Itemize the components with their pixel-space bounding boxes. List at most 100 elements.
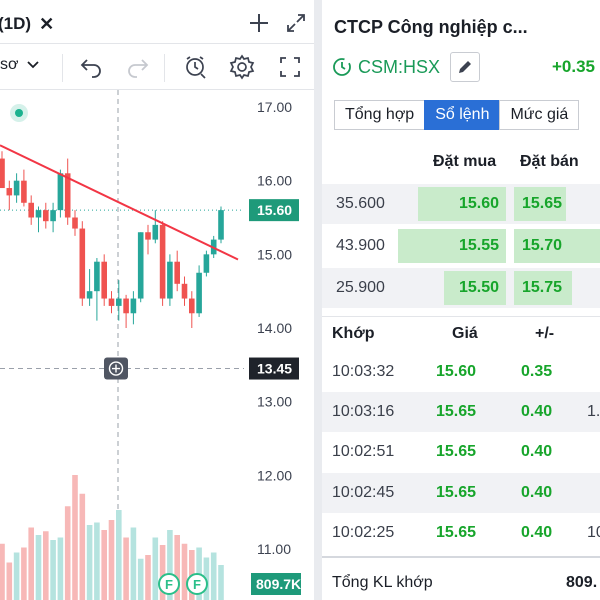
volume-bar: [174, 535, 180, 600]
redo-icon: [128, 59, 149, 78]
candle-body: [57, 173, 64, 211]
y-axis-tick-label: 13.00: [257, 394, 292, 410]
ask-price[interactable]: 15.65: [522, 195, 563, 212]
ask-header: Đặt bán: [520, 153, 579, 170]
volume-bar: [50, 540, 56, 600]
ask-depth-bar: 15.65: [514, 187, 566, 221]
candle-body: [145, 232, 151, 240]
ask-price[interactable]: 15.70: [522, 237, 563, 254]
trade-volume: 1.: [587, 403, 600, 420]
bid-volume: 25.900: [336, 279, 385, 296]
candle-body: [116, 298, 122, 306]
stock-detail-panel: CTCP Công nghiệp c... CSM:HSX +0.35 Tổng…: [322, 0, 600, 600]
redo-button[interactable]: [125, 54, 151, 80]
expand-button[interactable]: [283, 10, 309, 36]
trade-row: 10:02:45 15.65 0.40: [322, 473, 600, 513]
trade-time: 10:02:51: [332, 443, 395, 460]
y-axis-tick-label: 16.00: [257, 173, 292, 189]
bid-depth-bar: 15.60: [418, 187, 506, 221]
status-dot: [15, 109, 23, 117]
bid-price[interactable]: 15.55: [458, 237, 499, 254]
bid-price[interactable]: 15.60: [458, 195, 499, 212]
volume-bar: [123, 537, 129, 600]
candle-body: [137, 232, 144, 299]
candle-body: [13, 180, 20, 196]
trendline[interactable]: [0, 144, 239, 261]
chevron-down-icon: [26, 61, 39, 69]
total-volume-value: 809.: [566, 574, 598, 591]
volume-bar: [108, 520, 115, 600]
candle-body: [101, 261, 107, 299]
candle-body: [189, 298, 195, 314]
candle-body: [174, 261, 180, 284]
y-axis-tick-label: 14.00: [257, 320, 292, 336]
price-chart[interactable]: F F 17.00 16.00 15.00 14.00 13.00 12.00 11.00 15.…: [0, 90, 314, 600]
trade-change: 0.40: [521, 403, 553, 420]
toolbar-divider: [164, 54, 165, 82]
candle-body: [21, 180, 27, 203]
trade-change: 0.40: [521, 524, 553, 541]
trade-row: 10:02:25 15.65 0.40 10.: [322, 513, 600, 553]
trade-row: 10:03:32 15.60 0.35: [322, 352, 600, 392]
tab-price-levels[interactable]: Mức giá: [499, 100, 580, 130]
volume-bar: [43, 531, 49, 600]
trades-header: Khớp Giá +/-: [322, 316, 600, 346]
trade-price: 15.65: [436, 524, 477, 541]
candle-body: [35, 210, 42, 218]
alert-button[interactable]: [181, 52, 211, 82]
change-header: +/-: [535, 325, 555, 342]
order-book-row: 43.900 15.55 15.70: [322, 226, 600, 266]
company-name: CTCP Công nghiệp c...: [334, 17, 528, 37]
trade-price: 15.65: [436, 443, 477, 460]
panel-divider[interactable]: [314, 0, 322, 600]
candle-body: [218, 210, 224, 240]
expand-arrows-icon: [287, 14, 305, 32]
volume-bar: [137, 558, 144, 600]
trade-price: 15.65: [436, 484, 477, 501]
ticker-symbol[interactable]: CSM:HSX: [358, 56, 441, 77]
volume-bar: [21, 547, 27, 600]
trade-change: 0.35: [521, 363, 553, 380]
tab-order-book[interactable]: Sổ lệnh: [424, 100, 501, 130]
volume-bar: [145, 555, 151, 600]
volume-bar: [167, 530, 173, 600]
trade-time: 10:02:25: [332, 524, 395, 541]
candle-body: [43, 210, 49, 222]
candle-body: [64, 173, 71, 218]
candle-body: [159, 224, 166, 299]
volume-bar: [159, 545, 166, 600]
bid-header: Đặt mua: [433, 153, 497, 170]
event-marker[interactable]: [158, 573, 180, 595]
add-tab-button[interactable]: [246, 10, 272, 36]
order-book-row: 35.600 15.60 15.65: [322, 184, 600, 224]
ticker-row: CSM:HSX: [332, 52, 481, 82]
interval-dropdown[interactable]: sơ: [0, 56, 39, 74]
y-axis-tick-label: 11.00: [257, 541, 291, 557]
candle-body: [123, 298, 129, 314]
edit-button[interactable]: [450, 52, 481, 82]
chart-tab[interactable]: (1D) ✕: [0, 10, 54, 38]
gear-icon: [229, 54, 255, 80]
undo-icon: [80, 59, 101, 78]
volume-bar: [57, 537, 64, 600]
candle-body: [6, 188, 13, 196]
event-marker[interactable]: [186, 573, 208, 595]
ask-price[interactable]: 15.75: [522, 279, 563, 296]
close-icon[interactable]: ✕: [39, 13, 55, 34]
fullscreen-button[interactable]: [275, 52, 305, 82]
trade-change: 0.40: [521, 443, 553, 460]
ask-depth-bar: 15.70: [514, 229, 600, 263]
pencil-icon: [459, 61, 472, 73]
trade-price: 15.65: [436, 403, 477, 420]
ask-depth-bar: 15.75: [514, 271, 572, 305]
volume-bar: [64, 506, 71, 600]
trade-price: 15.60: [436, 363, 477, 380]
bid-price[interactable]: 15.50: [458, 279, 499, 296]
undo-button[interactable]: [78, 54, 104, 80]
tab-summary[interactable]: Tổng hợp: [334, 100, 426, 130]
volume-bar: [116, 510, 122, 600]
chart-tab-label: (1D): [0, 14, 32, 33]
settings-button[interactable]: [227, 52, 257, 82]
trade-time: 10:02:45: [332, 484, 395, 501]
